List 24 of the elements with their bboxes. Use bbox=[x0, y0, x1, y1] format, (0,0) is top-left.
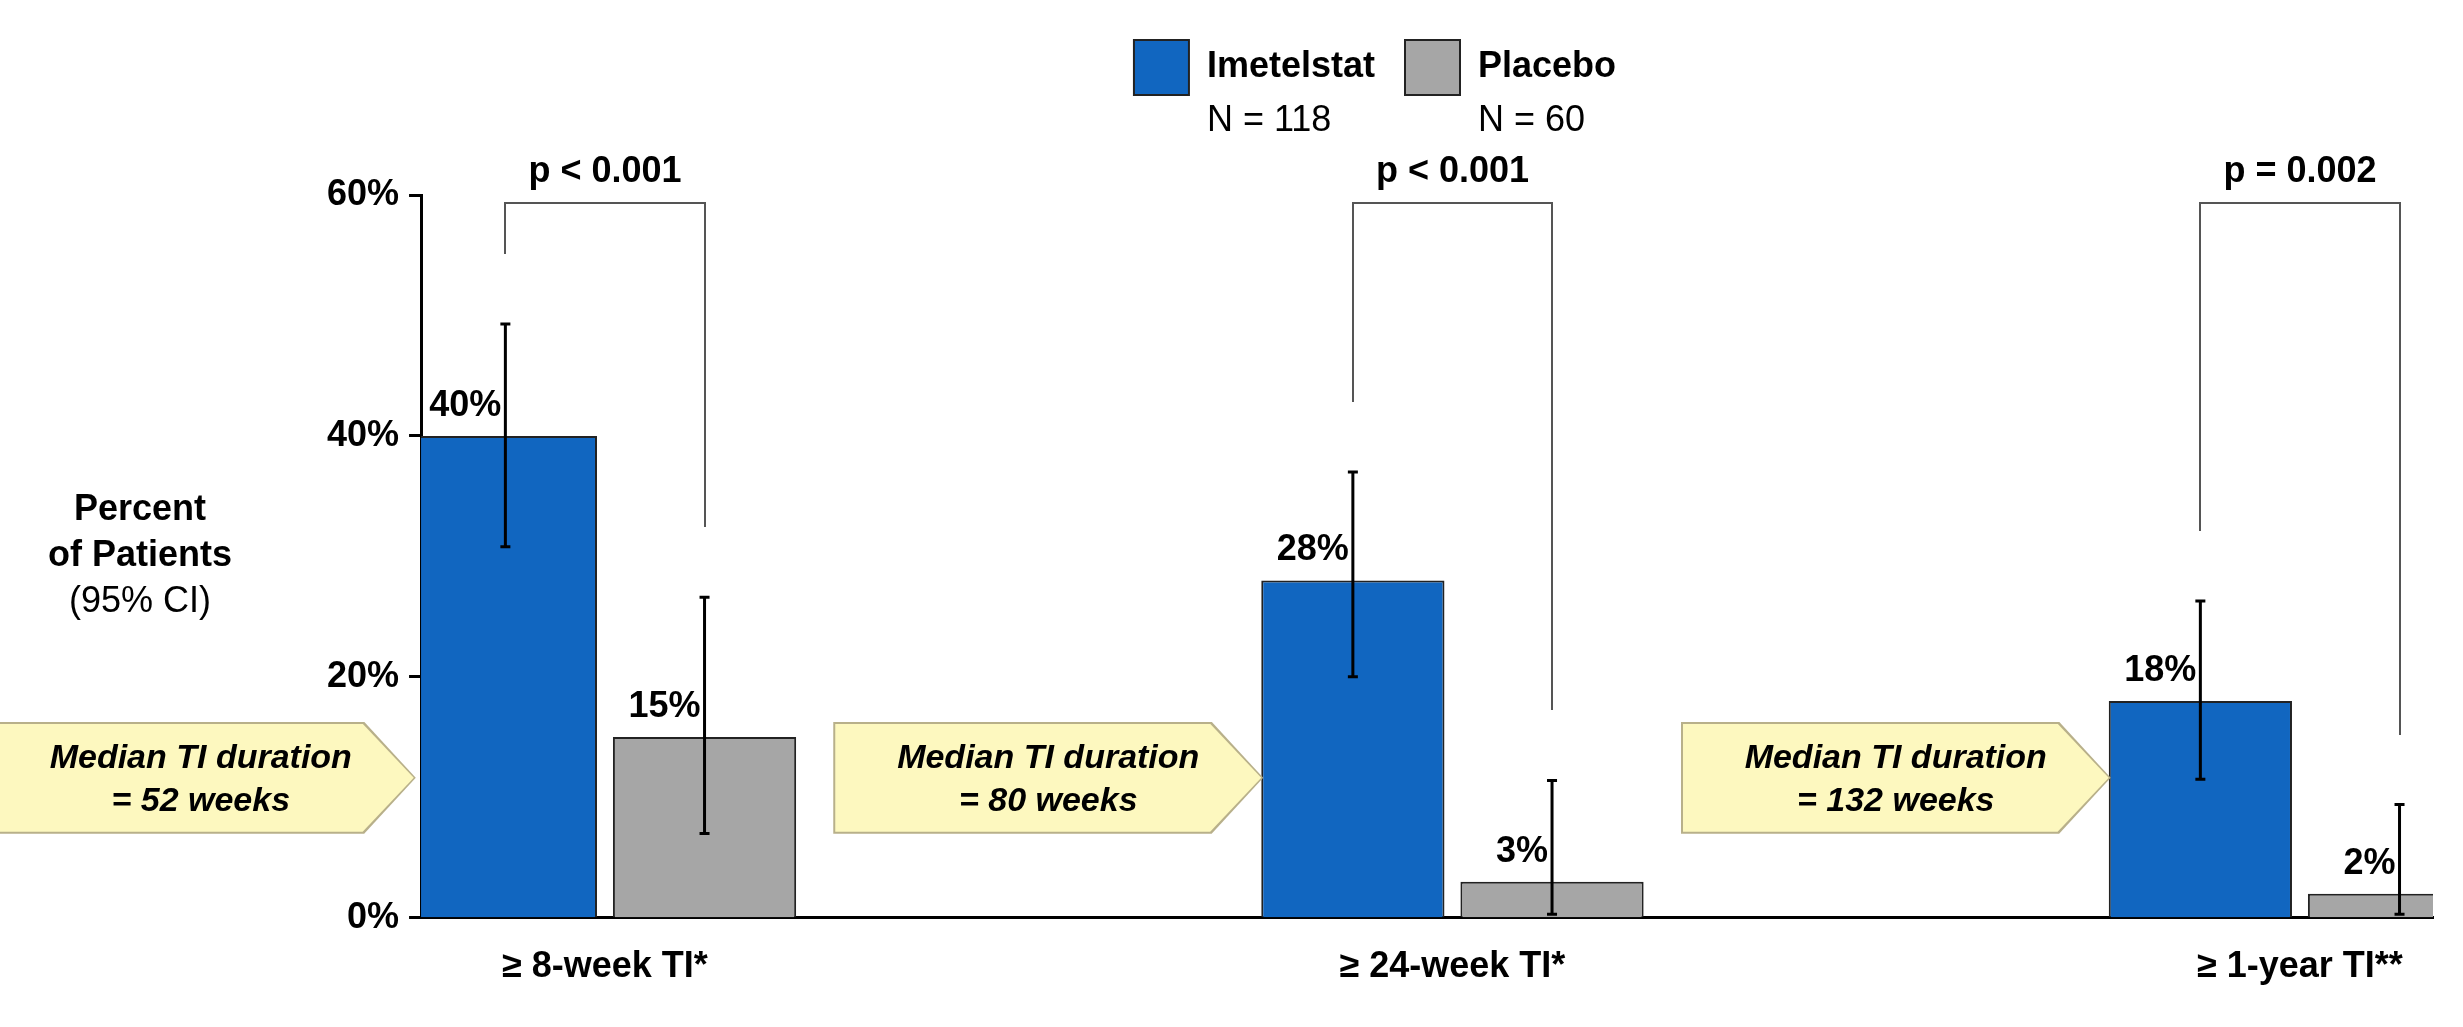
y-tick-label: 40% bbox=[326, 412, 400, 454]
x-tick-label: ≥ 1-year TI** bbox=[2197, 944, 2403, 986]
data-label: 18% bbox=[2124, 647, 2197, 689]
text: p < 0.001 bbox=[528, 149, 682, 191]
text: N = 60 bbox=[1478, 97, 1586, 139]
y-tick-label: 60% bbox=[326, 171, 400, 213]
y-tick-label: 20% bbox=[326, 653, 400, 695]
x-tick-label: ≥ 24-week TI* bbox=[1339, 944, 1566, 986]
callout-arrow-box: Median TI duration = 132 weeks bbox=[1680, 721, 2111, 834]
callout-arrow-box: Median TI duration = 80 weeks bbox=[833, 721, 1264, 834]
y-axis-title: Percent of Patients (95% CI) bbox=[47, 487, 233, 621]
data-label: 3% bbox=[1496, 828, 1549, 870]
data-label: 2% bbox=[2343, 840, 2396, 882]
data-label: 15% bbox=[628, 684, 701, 726]
text: p < 0.001 bbox=[1375, 149, 1529, 191]
text: p = 0.002 bbox=[2223, 149, 2377, 191]
callout-arrow-box: Median TI duration = 52 weeks bbox=[0, 721, 416, 834]
legend-label: Placebo bbox=[1478, 44, 1617, 86]
x-tick-label: ≥ 8-week TI* bbox=[502, 944, 708, 986]
data-label: 28% bbox=[1276, 527, 1349, 569]
y-tick-label: 0% bbox=[347, 894, 400, 936]
data-label: 40% bbox=[429, 382, 502, 424]
legend-label: Imetelstat bbox=[1206, 44, 1376, 86]
text: N = 118 bbox=[1206, 97, 1332, 139]
